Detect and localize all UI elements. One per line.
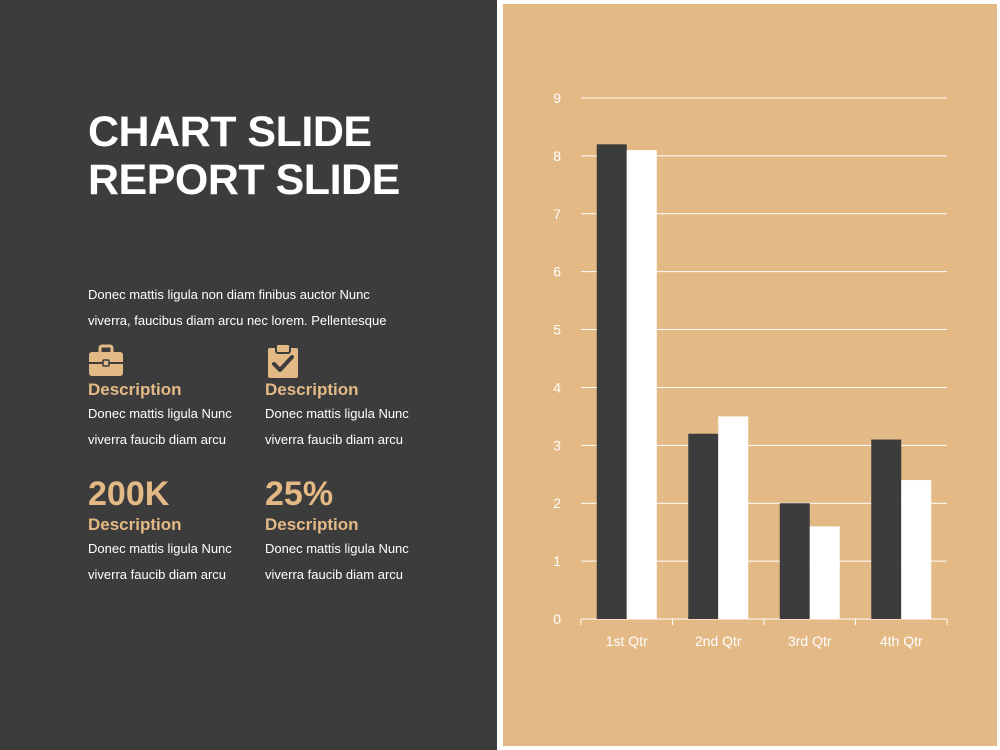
stat-block-200k: 200K Description Donec mattis ligula Nun… <box>88 474 263 588</box>
description-line-1: Donec mattis ligula Nunc <box>265 541 409 556</box>
stat-value: 200K <box>88 475 170 513</box>
description-line-2: viverra faucib diam arcu <box>265 432 403 447</box>
bar-series-1-4th-qtr <box>871 439 902 619</box>
y-tick-label: 3 <box>553 437 561 453</box>
title-line-2: REPORT SLIDE <box>88 156 400 204</box>
y-tick-label: 8 <box>553 148 561 164</box>
y-tick-label: 5 <box>553 322 561 338</box>
intro-line-1: Donec mattis ligula non diam finibus auc… <box>88 287 370 302</box>
description-block-briefcase: Description Donec mattis ligula Nunc viv… <box>88 343 263 453</box>
description-text: Donec mattis ligula Nunc viverra faucib … <box>88 536 263 588</box>
slide-title: CHART SLIDE REPORT SLIDE <box>88 108 400 204</box>
y-tick-label: 2 <box>553 495 561 511</box>
description-text: Donec mattis ligula Nunc viverra faucib … <box>88 401 263 453</box>
y-tick-label: 1 <box>553 553 561 569</box>
stat-block-25-percent: 25% Description Donec mattis ligula Nunc… <box>265 474 440 588</box>
y-tick-label: 0 <box>553 611 561 627</box>
chart-panel <box>503 4 997 746</box>
bar-chart: 0 1 2 3 4 5 6 7 8 9 1st Qtr 2nd Qtr 3rd Qtr 4th Qtr <box>553 90 948 649</box>
stat-value: 25% <box>265 475 334 513</box>
bar-series-2-2nd-qtr <box>718 416 749 619</box>
y-tick-label: 7 <box>553 206 561 222</box>
bar-series-1-3rd-qtr <box>779 503 810 619</box>
bar-series-1-1st-qtr <box>596 144 627 620</box>
description-line-1: Donec mattis ligula Nunc <box>88 406 232 421</box>
description-label: Description <box>265 515 359 534</box>
bar-series-1-2nd-qtr <box>688 433 719 619</box>
description-block-clipboard: Description Donec mattis ligula Nunc viv… <box>265 343 440 453</box>
description-text: Donec mattis ligula Nunc viverra faucib … <box>265 536 440 588</box>
y-tick-label: 9 <box>553 90 561 106</box>
bar-series-2-1st-qtr <box>626 150 657 619</box>
description-line-1: Donec mattis ligula Nunc <box>88 541 232 556</box>
x-tick-label: 3rd Qtr <box>788 633 832 649</box>
x-tick-label: 2nd Qtr <box>695 633 742 649</box>
intro-line-2: viverra, faucibus diam arcu nec lorem. P… <box>88 313 387 328</box>
briefcase-icon <box>89 344 123 376</box>
left-panel <box>0 0 497 750</box>
description-line-2: viverra faucib diam arcu <box>88 567 226 582</box>
clipboard-check-icon <box>268 343 298 378</box>
description-line-2: viverra faucib diam arcu <box>265 567 403 582</box>
bar-series-2-3rd-qtr <box>809 526 840 619</box>
description-label: Description <box>88 515 182 534</box>
description-text: Donec mattis ligula Nunc viverra faucib … <box>265 401 440 453</box>
y-tick-label: 6 <box>553 264 561 280</box>
description-line-2: viverra faucib diam arcu <box>88 432 226 447</box>
bar-series-2-4th-qtr <box>901 480 932 619</box>
title-line-1: CHART SLIDE <box>88 108 372 156</box>
x-tick-label: 4th Qtr <box>880 633 923 649</box>
description-label: Description <box>88 380 182 399</box>
intro-text: Donec mattis ligula non diam finibus auc… <box>88 282 438 334</box>
description-label: Description <box>265 380 359 399</box>
y-tick-label: 4 <box>553 379 561 395</box>
description-line-1: Donec mattis ligula Nunc <box>265 406 409 421</box>
x-tick-label: 1st Qtr <box>606 633 648 649</box>
